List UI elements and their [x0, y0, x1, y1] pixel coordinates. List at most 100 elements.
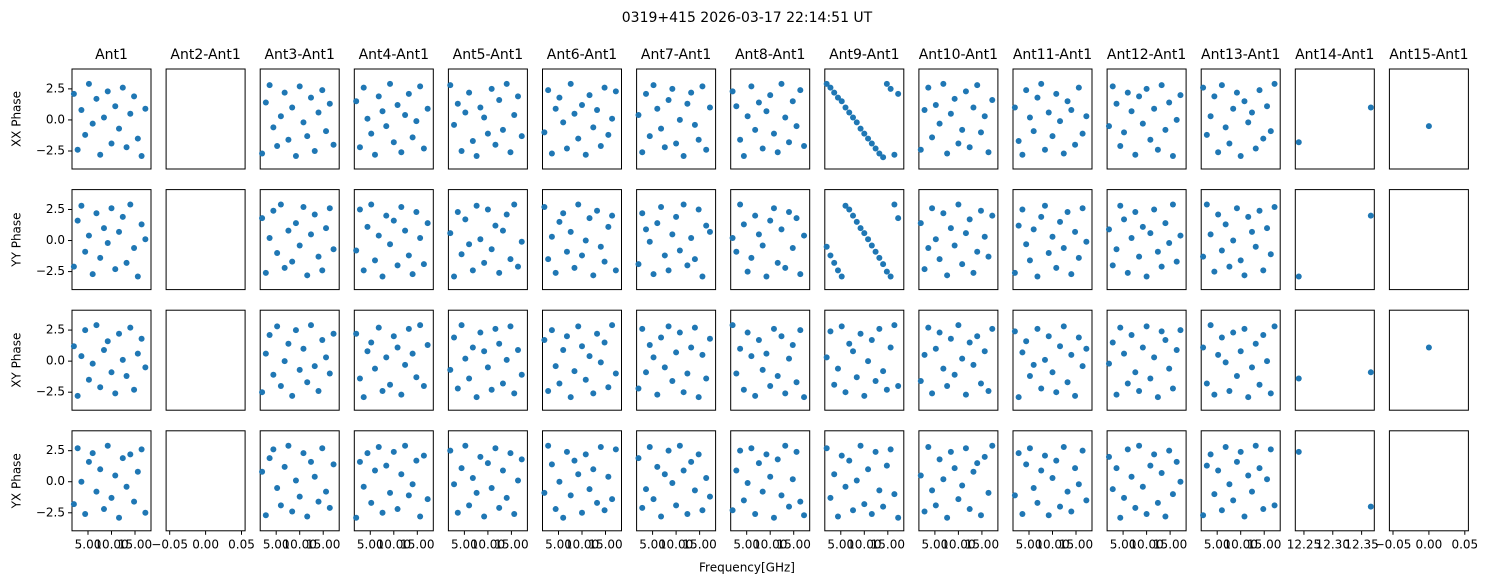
point	[1207, 231, 1214, 238]
point	[876, 150, 883, 157]
point	[368, 339, 375, 346]
point	[699, 83, 706, 90]
point	[417, 83, 424, 90]
point	[330, 141, 337, 148]
point	[921, 266, 928, 273]
x-tick-label: 5.00	[639, 537, 666, 551]
point	[594, 106, 601, 113]
point	[601, 507, 608, 514]
point	[405, 325, 412, 332]
point	[262, 350, 269, 357]
point	[706, 228, 713, 235]
x-tick-label: 0.05	[1451, 537, 1478, 551]
point	[1230, 237, 1237, 244]
panel-frame	[447, 68, 528, 170]
point	[296, 242, 303, 249]
point	[315, 498, 322, 505]
point	[786, 503, 793, 510]
panel-frame	[918, 189, 999, 291]
point	[947, 448, 954, 455]
point	[579, 252, 585, 259]
x-tick-label: 15.00	[777, 537, 811, 551]
point	[1121, 350, 1128, 357]
point	[797, 498, 804, 505]
point	[650, 496, 657, 503]
point	[661, 364, 668, 371]
panel-frame	[165, 189, 246, 291]
point	[496, 504, 503, 511]
point	[1173, 346, 1180, 353]
point	[748, 353, 755, 360]
point	[759, 145, 766, 152]
point	[127, 451, 134, 458]
x-tick-label: 15.00	[871, 537, 905, 551]
point	[936, 120, 943, 127]
point	[639, 325, 646, 332]
point	[571, 264, 578, 271]
point	[959, 261, 966, 268]
point	[703, 475, 710, 482]
point	[503, 211, 510, 218]
point	[729, 88, 736, 95]
point	[315, 109, 322, 116]
point	[661, 471, 668, 478]
point	[138, 152, 145, 159]
point	[1030, 226, 1037, 233]
point	[1034, 273, 1041, 280]
point	[1233, 89, 1240, 96]
point	[1034, 499, 1041, 506]
point	[390, 217, 397, 224]
point	[1128, 235, 1135, 242]
point	[763, 273, 770, 280]
point	[1113, 100, 1120, 107]
point	[499, 126, 506, 133]
point	[383, 212, 390, 219]
point	[100, 225, 107, 232]
point	[545, 256, 552, 263]
point	[473, 489, 480, 496]
x-tick-label: 5.00	[922, 537, 949, 551]
point	[469, 475, 476, 482]
point	[744, 113, 751, 120]
point	[424, 341, 431, 348]
point	[786, 208, 793, 215]
point	[1049, 369, 1056, 376]
point	[1105, 123, 1112, 130]
point	[597, 359, 604, 366]
point	[643, 226, 650, 233]
point	[838, 98, 845, 105]
column-title: Ant9-Ant1	[829, 47, 899, 63]
point	[981, 453, 988, 460]
point	[1139, 223, 1146, 230]
point	[548, 461, 555, 468]
point	[737, 136, 744, 143]
point	[676, 329, 683, 336]
point	[488, 246, 495, 253]
point	[1271, 80, 1278, 87]
point	[1252, 145, 1259, 152]
point	[1237, 257, 1244, 264]
point	[104, 88, 111, 95]
point	[650, 271, 657, 278]
point	[1083, 497, 1090, 504]
point	[955, 201, 962, 208]
point	[932, 102, 939, 109]
point	[319, 337, 326, 344]
point	[579, 343, 585, 350]
point	[390, 139, 397, 146]
point	[865, 236, 872, 243]
point	[740, 152, 747, 159]
point	[1271, 502, 1278, 509]
point	[940, 210, 947, 217]
point	[778, 333, 785, 340]
point	[590, 390, 597, 397]
point	[100, 114, 107, 121]
point	[688, 344, 695, 351]
point	[78, 353, 85, 360]
point	[330, 246, 337, 253]
point	[552, 363, 559, 370]
point	[274, 249, 281, 256]
point	[1271, 323, 1278, 330]
point	[1203, 380, 1210, 387]
point	[1166, 447, 1173, 454]
